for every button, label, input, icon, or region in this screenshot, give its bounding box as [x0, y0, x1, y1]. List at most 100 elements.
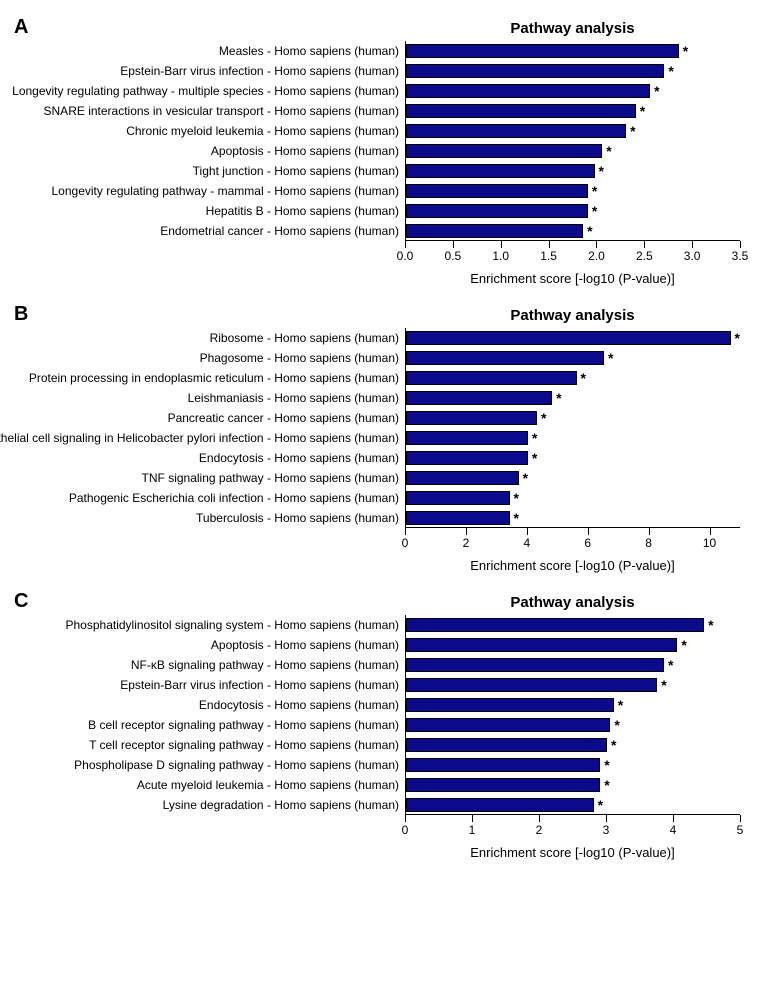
bar — [406, 84, 650, 98]
category-label: B cell receptor signaling pathway - Homo… — [10, 715, 405, 735]
bar-row: * — [406, 101, 740, 121]
panel-a: APathway analysisMeasles - Homo sapiens … — [10, 20, 755, 271]
bar — [406, 778, 600, 792]
category-label: Tuberculosis - Homo sapiens (human) — [10, 508, 405, 528]
category-label: Pathogenic Escherichia coli infection - … — [10, 488, 405, 508]
bar — [406, 411, 537, 425]
x-tick — [588, 528, 589, 535]
significance-star: * — [604, 758, 609, 772]
category-label: Epithelial cell signaling in Helicobacte… — [10, 428, 405, 448]
category-label: Apoptosis - Homo sapiens (human) — [10, 635, 405, 655]
bar — [406, 758, 600, 772]
bar — [406, 471, 519, 485]
bar-row: * — [406, 735, 740, 755]
category-label: Ribosome - Homo sapiens (human) — [10, 328, 405, 348]
bar-row: * — [406, 141, 740, 161]
x-tick-label: 0.5 — [445, 249, 462, 263]
bar-row: * — [406, 368, 740, 388]
bar-row: * — [406, 508, 740, 528]
bar-row: * — [406, 755, 740, 775]
significance-star: * — [523, 471, 528, 485]
category-label: Chronic myeloid leukemia - Homo sapiens … — [10, 121, 405, 141]
panel-b: BPathway analysisRibosome - Homo sapiens… — [10, 307, 755, 558]
x-tick-label: 0 — [402, 823, 409, 837]
bar — [406, 431, 528, 445]
significance-star: * — [532, 431, 537, 445]
significance-star: * — [708, 618, 713, 632]
x-tick — [644, 241, 645, 248]
bar-row: * — [406, 161, 740, 181]
significance-star: * — [640, 104, 645, 118]
bar-row: * — [406, 448, 740, 468]
x-tick — [596, 241, 597, 248]
category-label: Acute myeloid leukemia - Homo sapiens (h… — [10, 775, 405, 795]
bar-row: * — [406, 775, 740, 795]
x-axis: 012345Enrichment score [-log10 (P-value)… — [405, 815, 740, 845]
x-tick-label: 2.0 — [588, 249, 605, 263]
panel-title: Pathway analysis — [405, 594, 740, 611]
x-tick — [710, 528, 711, 535]
category-label: Measles - Homo sapiens (human) — [10, 41, 405, 61]
bar-row: * — [406, 655, 740, 675]
x-tick-label: 4 — [670, 823, 677, 837]
significance-star: * — [587, 224, 592, 238]
significance-star: * — [556, 391, 561, 405]
x-axis-label: Enrichment score [-log10 (P-value)] — [405, 845, 740, 860]
bar-row: * — [406, 201, 740, 221]
category-label: TNF signaling pathway - Homo sapiens (hu… — [10, 468, 405, 488]
category-label: Protein processing in endoplasmic reticu… — [10, 368, 405, 388]
bar-row: * — [406, 81, 740, 101]
x-ticks: 012345 — [405, 815, 740, 823]
category-label: Endocytosis - Homo sapiens (human) — [10, 695, 405, 715]
bars-plot: ********** — [405, 328, 740, 528]
category-label: NF-κB signaling pathway - Homo sapiens (… — [10, 655, 405, 675]
significance-star: * — [581, 371, 586, 385]
category-labels: Measles - Homo sapiens (human)Epstein-Ba… — [10, 41, 405, 271]
x-tick — [405, 241, 406, 248]
significance-star: * — [661, 678, 666, 692]
significance-star: * — [541, 411, 546, 425]
x-tick — [472, 815, 473, 822]
x-ticks: 0.00.51.01.52.02.53.03.5 — [405, 241, 740, 249]
bar-row: * — [406, 221, 740, 241]
panel-title: Pathway analysis — [405, 307, 740, 324]
panel-letter: B — [14, 303, 28, 326]
panel-title: Pathway analysis — [405, 20, 740, 37]
bar-row: * — [406, 328, 740, 348]
category-label: Endometrial cancer - Homo sapiens (human… — [10, 221, 405, 241]
x-tick — [501, 241, 502, 248]
bar — [406, 44, 679, 58]
chart-area: Ribosome - Homo sapiens (human)Phagosome… — [10, 328, 755, 558]
category-label: Endocytosis - Homo sapiens (human) — [10, 448, 405, 468]
category-label: Epstein-Barr virus infection - Homo sapi… — [10, 61, 405, 81]
panel-c: CPathway analysisPhosphatidylinositol si… — [10, 594, 755, 845]
category-label: Epstein-Barr virus infection - Homo sapi… — [10, 675, 405, 695]
x-tick — [740, 815, 741, 822]
bar — [406, 451, 528, 465]
bar — [406, 184, 588, 198]
significance-star: * — [598, 798, 603, 812]
category-label: Pancreatic cancer - Homo sapiens (human) — [10, 408, 405, 428]
x-axis-label: Enrichment score [-log10 (P-value)] — [405, 558, 740, 573]
bar-row: * — [406, 488, 740, 508]
significance-star: * — [606, 144, 611, 158]
x-tick-label: 2.5 — [636, 249, 653, 263]
significance-star: * — [514, 491, 519, 505]
bar — [406, 224, 583, 238]
x-tick — [527, 528, 528, 535]
panel-letter: C — [14, 590, 28, 613]
x-tick — [740, 241, 741, 248]
x-tick-label: 4 — [523, 536, 530, 550]
bar-row: * — [406, 675, 740, 695]
panel-letter: A — [14, 16, 28, 39]
figure: APathway analysisMeasles - Homo sapiens … — [0, 0, 765, 901]
significance-star: * — [654, 84, 659, 98]
chart-area: Measles - Homo sapiens (human)Epstein-Ba… — [10, 41, 755, 271]
bar-row: * — [406, 121, 740, 141]
x-tick — [549, 241, 550, 248]
x-tick — [453, 241, 454, 248]
significance-star: * — [514, 511, 519, 525]
x-tick — [539, 815, 540, 822]
x-tick-label: 2 — [536, 823, 543, 837]
x-tick-label: 0.0 — [397, 249, 414, 263]
